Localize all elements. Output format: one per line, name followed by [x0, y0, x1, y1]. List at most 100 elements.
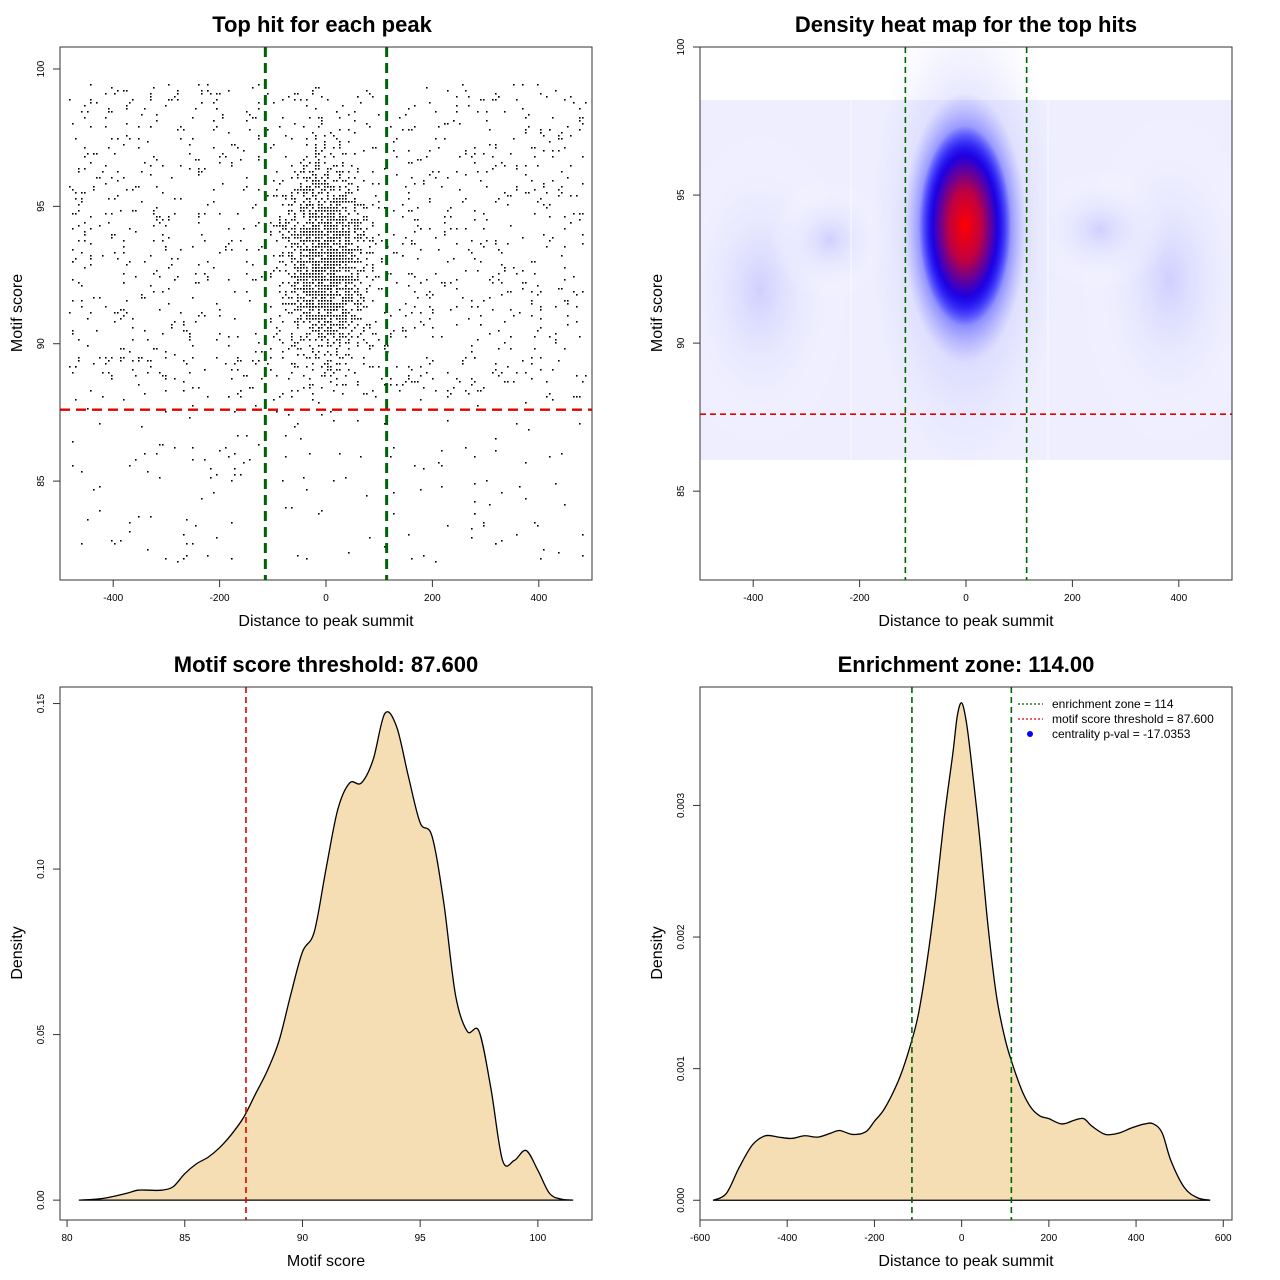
data-point [492, 282, 494, 284]
data-point [342, 300, 344, 302]
data-point [315, 237, 317, 239]
data-point [165, 357, 167, 359]
data-point [273, 195, 275, 197]
data-point [291, 219, 293, 221]
data-point [279, 339, 281, 341]
data-point [321, 177, 323, 179]
data-point [303, 195, 305, 197]
data-point [330, 297, 332, 299]
data-point [321, 192, 323, 194]
data-point [189, 339, 191, 341]
data-point [195, 282, 197, 284]
data-point [81, 201, 83, 203]
data-point [270, 306, 272, 308]
data-point [213, 189, 215, 191]
data-point [516, 168, 518, 170]
data-point [411, 210, 413, 212]
data-point [492, 372, 494, 374]
data-point [363, 219, 365, 221]
heatmap-halo [1030, 170, 1170, 290]
data-point [492, 99, 494, 101]
data-point [345, 276, 347, 278]
data-point [501, 162, 503, 164]
data-point [516, 186, 518, 188]
data-point [294, 273, 296, 275]
data-point [408, 375, 410, 377]
data-point [90, 84, 92, 86]
data-point [345, 225, 347, 227]
data-point [318, 285, 320, 287]
data-point [297, 390, 299, 392]
x-tick-label: 200 [1064, 593, 1081, 604]
x-tick-label: 600 [1215, 1233, 1232, 1244]
data-point [441, 336, 443, 338]
data-point [102, 255, 104, 257]
data-point [339, 216, 341, 218]
data-point [501, 264, 503, 266]
data-point [285, 228, 287, 230]
data-point [324, 258, 326, 260]
data-point [582, 555, 584, 557]
data-point [312, 363, 314, 365]
data-point [147, 360, 149, 362]
data-point [204, 315, 206, 317]
data-point [474, 258, 476, 260]
data-point [573, 276, 575, 278]
data-point [291, 333, 293, 335]
data-point [543, 135, 545, 137]
data-point [384, 423, 386, 425]
data-point [333, 390, 335, 392]
data-point [219, 315, 221, 317]
data-point [324, 162, 326, 164]
data-point [435, 177, 437, 179]
data-point [219, 93, 221, 95]
data-point [348, 279, 350, 281]
data-point [330, 222, 332, 224]
data-point [489, 297, 491, 299]
data-point [327, 237, 329, 239]
data-point [72, 249, 74, 251]
chart-title: Density heat map for the top hits [795, 12, 1137, 37]
data-point [291, 252, 293, 254]
data-point [297, 279, 299, 281]
data-point [339, 222, 341, 224]
data-point [216, 537, 218, 539]
data-point [183, 558, 185, 560]
data-point [111, 177, 113, 179]
data-point [288, 282, 290, 284]
data-point [309, 345, 311, 347]
data-point [342, 297, 344, 299]
data-point [558, 552, 560, 554]
data-point [366, 264, 368, 266]
data-point [303, 291, 305, 293]
data-point [339, 252, 341, 254]
data-point [564, 267, 566, 269]
data-point [303, 225, 305, 227]
data-point [357, 345, 359, 347]
data-point [309, 312, 311, 314]
data-point [360, 294, 362, 296]
data-point [282, 234, 284, 236]
data-point [366, 228, 368, 230]
data-point [561, 255, 563, 257]
data-point [465, 150, 467, 152]
data-point [213, 129, 215, 131]
data-point [306, 156, 308, 158]
data-point [330, 375, 332, 377]
data-point [489, 504, 491, 506]
data-point [423, 183, 425, 185]
data-point [312, 369, 314, 371]
data-point [513, 381, 515, 383]
data-point [81, 543, 83, 545]
data-point [312, 243, 314, 245]
data-point [300, 288, 302, 290]
data-point [294, 198, 296, 200]
data-point [303, 267, 305, 269]
data-point [339, 369, 341, 371]
data-point [345, 153, 347, 155]
data-point [309, 309, 311, 311]
data-point [318, 207, 320, 209]
data-point [555, 90, 557, 92]
data-point [282, 228, 284, 230]
data-point [348, 141, 350, 143]
